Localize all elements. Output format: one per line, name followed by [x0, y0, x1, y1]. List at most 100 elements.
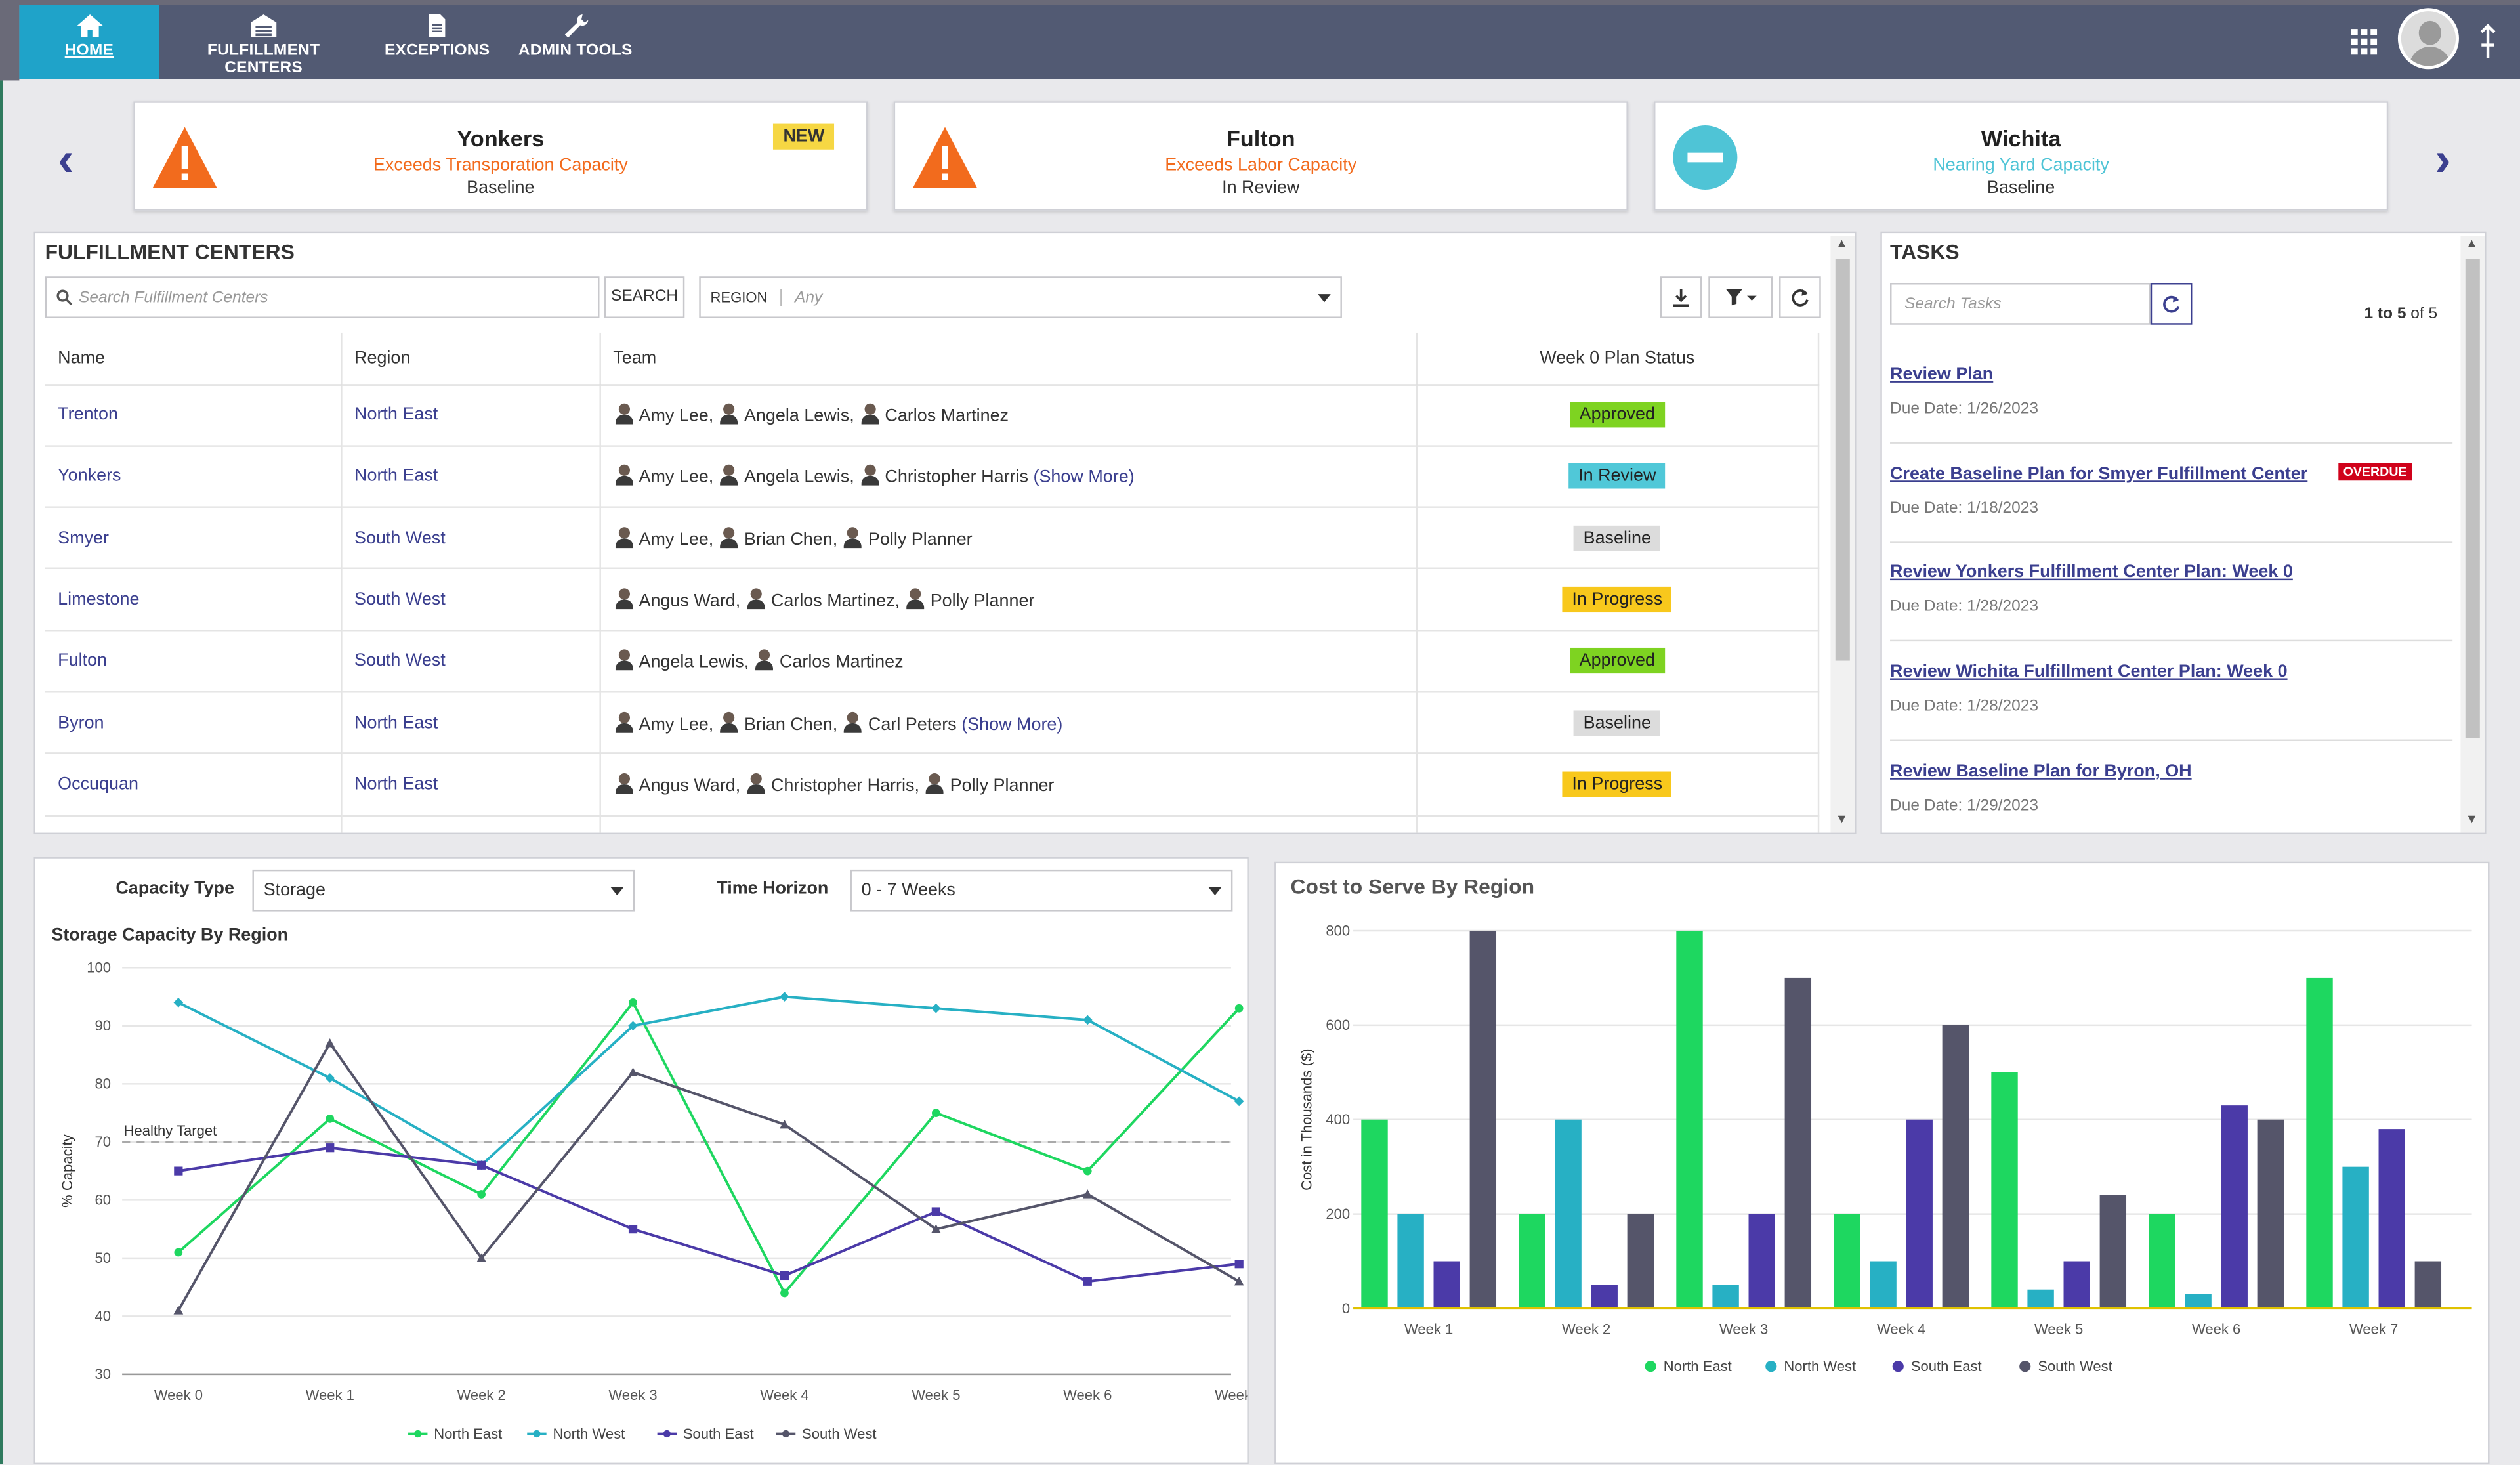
column-header-name[interactable]: Name	[45, 332, 342, 385]
task-link[interactable]: Review Baseline Plan for Byron, OH	[1890, 761, 2192, 781]
scroll-up-arrow[interactable]: ▲	[1835, 236, 1849, 251]
data-point	[1234, 1276, 1244, 1286]
team-member: Angela Lewis,	[744, 468, 854, 488]
cell-empty	[45, 815, 342, 833]
team-member: Amy Lee,	[639, 406, 714, 427]
column-header-team[interactable]: Team	[599, 332, 1417, 385]
warning-icon	[152, 127, 217, 188]
legend-marker	[1645, 1361, 1656, 1372]
window-edge	[0, 0, 2520, 5]
fc-name-link[interactable]: Trenton	[45, 384, 342, 447]
task-link[interactable]: Review Yonkers Fulfillment Center Plan: …	[1890, 563, 2293, 583]
column-header-status[interactable]: Week 0 Plan Status	[1416, 332, 1820, 385]
status-badge: Approved	[1569, 402, 1665, 428]
search-icon	[56, 289, 73, 306]
person-icon	[613, 650, 635, 671]
team-member: Polly Planner	[868, 530, 973, 549]
show-more-link[interactable]: (Show More)	[1033, 468, 1135, 488]
download-button[interactable]	[1660, 276, 1702, 318]
collapse-arrow-icon[interactable]	[2477, 22, 2499, 61]
nav-exceptions[interactable]: EXCEPTIONS	[379, 5, 495, 79]
fc-name-link[interactable]: Byron	[45, 692, 342, 755]
filter-button[interactable]	[1708, 276, 1773, 318]
scroll-down-arrow[interactable]: ▼	[1835, 811, 1849, 826]
column-header-region[interactable]: Region	[341, 332, 600, 385]
table-row[interactable]: Fulton South West Angela Lewis, Carlos Mar…	[45, 630, 1820, 693]
y-tick-label: 60	[94, 1192, 111, 1208]
scroll-down-arrow[interactable]: ▼	[2465, 811, 2479, 826]
fc-name-link[interactable]: Yonkers	[45, 446, 342, 509]
y-tick-label: 100	[87, 960, 111, 976]
task-link[interactable]: Review Wichita Fulfillment Center Plan: …	[1890, 662, 2288, 682]
fc-scrollbar[interactable]: ▲ ▼	[1830, 236, 1855, 833]
alert-card-wichita[interactable]: Wichita Nearing Yard Capacity Baseline	[1654, 101, 2389, 211]
alert-card-fulton[interactable]: Fulton Exceeds Labor Capacity In Review	[893, 101, 1628, 211]
table-row[interactable]: Trenton North East Amy Lee, Angela Lewis, …	[45, 384, 1820, 447]
y-tick-label: 80	[94, 1076, 111, 1092]
region-select[interactable]: REGION | Any	[699, 276, 1342, 318]
task-refresh-button[interactable]	[2150, 283, 2193, 325]
show-more-link[interactable]: (Show More)	[961, 714, 1063, 734]
y-tick-label: 200	[1326, 1206, 1350, 1222]
scroll-up-arrow[interactable]: ▲	[2465, 236, 2479, 251]
tasks-scrollbar[interactable]: ▲ ▼	[2460, 236, 2485, 833]
task-count: 1 to 5 of 5	[2364, 305, 2437, 323]
fc-search-input[interactable]: Search Fulfillment Centers	[45, 276, 600, 318]
table-row[interactable]: Byron North East Amy Lee, Brian Chen, Carl…	[45, 692, 1820, 755]
x-tick-label: Week 6	[2192, 1321, 2240, 1338]
data-point	[931, 1003, 941, 1013]
user-avatar[interactable]	[2397, 8, 2459, 70]
y-tick-label: 50	[94, 1250, 111, 1266]
time-horizon-select[interactable]: 0 - 7 Weeks	[850, 869, 1233, 912]
task-divider	[1890, 541, 2453, 543]
legend-label: South East	[683, 1426, 754, 1442]
fc-name-link[interactable]: Occuquan	[45, 754, 342, 817]
x-tick-label: Week 5	[912, 1387, 960, 1403]
task-search-input[interactable]: Search Tasks	[1890, 283, 2151, 325]
data-point	[325, 1038, 335, 1048]
table-row[interactable]: Smyer South West Amy Lee, Brian Chen, Poll…	[45, 507, 1820, 570]
task-count-total: of 5	[2410, 305, 2438, 324]
task-link[interactable]: Create Baseline Plan for Smyer Fulfillme…	[1890, 463, 2308, 484]
fc-team: Angus Ward, Christopher Harris, Polly Pl…	[599, 754, 1417, 817]
legend-marker	[782, 1430, 790, 1438]
task-count-range: 1 to 5	[2364, 305, 2406, 324]
alert-card-yonkers[interactable]: Yonkers Exceeds Transporation Capacity B…	[133, 101, 868, 211]
scroll-thumb[interactable]	[2465, 259, 2480, 738]
status-badge: Baseline	[1573, 710, 1661, 736]
team-member: Angus Ward,	[639, 591, 741, 611]
capacity-type-select[interactable]: Storage	[252, 869, 635, 912]
person-icon	[859, 404, 881, 425]
table-row[interactable]: Occuquan North East Angus Ward, Christophe…	[45, 754, 1820, 817]
fc-name-link[interactable]: Smyer	[45, 507, 342, 570]
search-button[interactable]: SEARCH	[604, 276, 685, 318]
legend-label: North West	[553, 1426, 625, 1442]
legend-marker	[663, 1430, 671, 1438]
bar	[1991, 1072, 2018, 1309]
region-label: REGION	[710, 289, 768, 306]
carousel-next-arrow[interactable]: ›	[2435, 133, 2451, 187]
table-row[interactable]: Limestone South West Angus Ward, Carlos Ma…	[45, 568, 1820, 631]
carousel-prev-arrow[interactable]: ‹	[58, 133, 74, 187]
alert-title: Wichita	[1981, 125, 2061, 152]
data-point	[1083, 1166, 1092, 1176]
y-tick-label: 30	[94, 1366, 111, 1382]
team-member: Angela Lewis,	[639, 653, 749, 673]
scroll-thumb[interactable]	[1835, 259, 1850, 661]
refresh-button[interactable]	[1779, 276, 1821, 318]
nav-home[interactable]: HOME	[19, 5, 159, 79]
apps-grid-icon[interactable]	[2351, 29, 2378, 55]
fc-status-cell: Approved	[1416, 384, 1820, 447]
table-row[interactable]: Yonkers North East Amy Lee, Angela Lewis, …	[45, 446, 1820, 509]
bar	[1397, 1214, 1424, 1309]
nav-admin-tools[interactable]: ADMIN TOOLS	[514, 5, 637, 79]
person-icon	[613, 404, 635, 425]
fc-name-link[interactable]: Fulton	[45, 630, 342, 693]
nav-fulfillment-centers[interactable]: FULFILLMENT CENTERS	[167, 5, 360, 79]
x-tick-label: Week 3	[1719, 1321, 1768, 1338]
cell-empty	[599, 815, 1417, 833]
table-row[interactable]	[45, 815, 1820, 833]
task-link[interactable]: Review Plan	[1890, 364, 1994, 385]
fc-name-link[interactable]: Limestone	[45, 568, 342, 631]
person-icon	[613, 588, 635, 610]
